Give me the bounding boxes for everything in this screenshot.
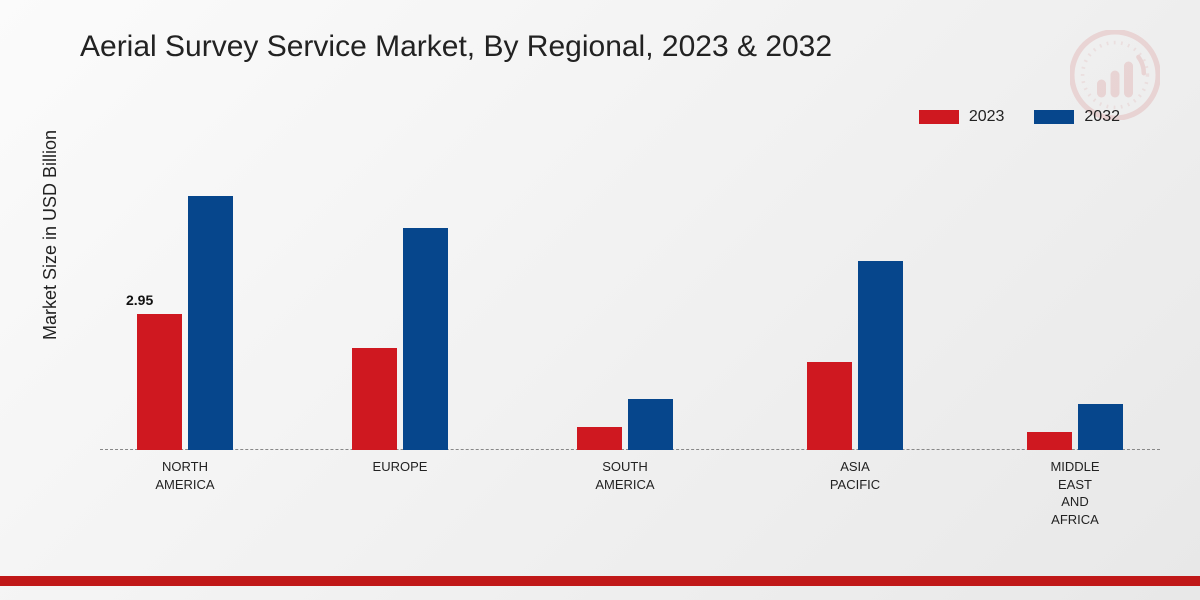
- y-axis-label: Market Size in USD Billion: [40, 130, 61, 340]
- x-axis-label: NORTHAMERICA: [125, 458, 245, 493]
- bar-2032: [628, 399, 673, 450]
- x-axis-label: SOUTHAMERICA: [565, 458, 685, 493]
- bar-2023: [1027, 432, 1072, 450]
- legend-swatch-2023: [919, 110, 959, 124]
- footer-bar: [0, 576, 1200, 586]
- legend-label: 2023: [969, 108, 1005, 126]
- bar-2023: [137, 314, 182, 450]
- bar-group: [345, 228, 455, 450]
- bar-group: [800, 261, 910, 450]
- legend: 2023 2032: [919, 108, 1120, 126]
- bar-2032: [403, 228, 448, 450]
- bar-group: [1020, 404, 1130, 450]
- chart-title: Aerial Survey Service Market, By Regiona…: [80, 30, 832, 64]
- legend-item-2023: 2023: [919, 108, 1005, 126]
- legend-label: 2032: [1084, 108, 1120, 126]
- x-axis-labels: NORTHAMERICA EUROPE SOUTHAMERICA ASIAPACIFI…: [100, 458, 1160, 538]
- bar-group: [570, 399, 680, 450]
- bar-2023: [807, 362, 852, 450]
- watermark-logo-icon: [1070, 30, 1160, 120]
- legend-swatch-2032: [1034, 110, 1074, 124]
- bar-2032: [858, 261, 903, 450]
- chart-page: Aerial Survey Service Market, By Regiona…: [0, 0, 1200, 600]
- bar-group: 2.95: [130, 196, 240, 450]
- legend-item-2032: 2032: [1034, 108, 1120, 126]
- bar-value-label: 2.95: [126, 292, 153, 308]
- x-axis-label: EUROPE: [340, 458, 460, 476]
- bar-2023: [352, 348, 397, 450]
- bar-2032: [1078, 404, 1123, 450]
- x-axis-label: ASIAPACIFIC: [795, 458, 915, 493]
- bar-2032: [188, 196, 233, 450]
- bar-chart-area: 2.95: [100, 150, 1160, 450]
- bar-2023: [577, 427, 622, 450]
- x-axis-label: MIDDLEEASTANDAFRICA: [1015, 458, 1135, 528]
